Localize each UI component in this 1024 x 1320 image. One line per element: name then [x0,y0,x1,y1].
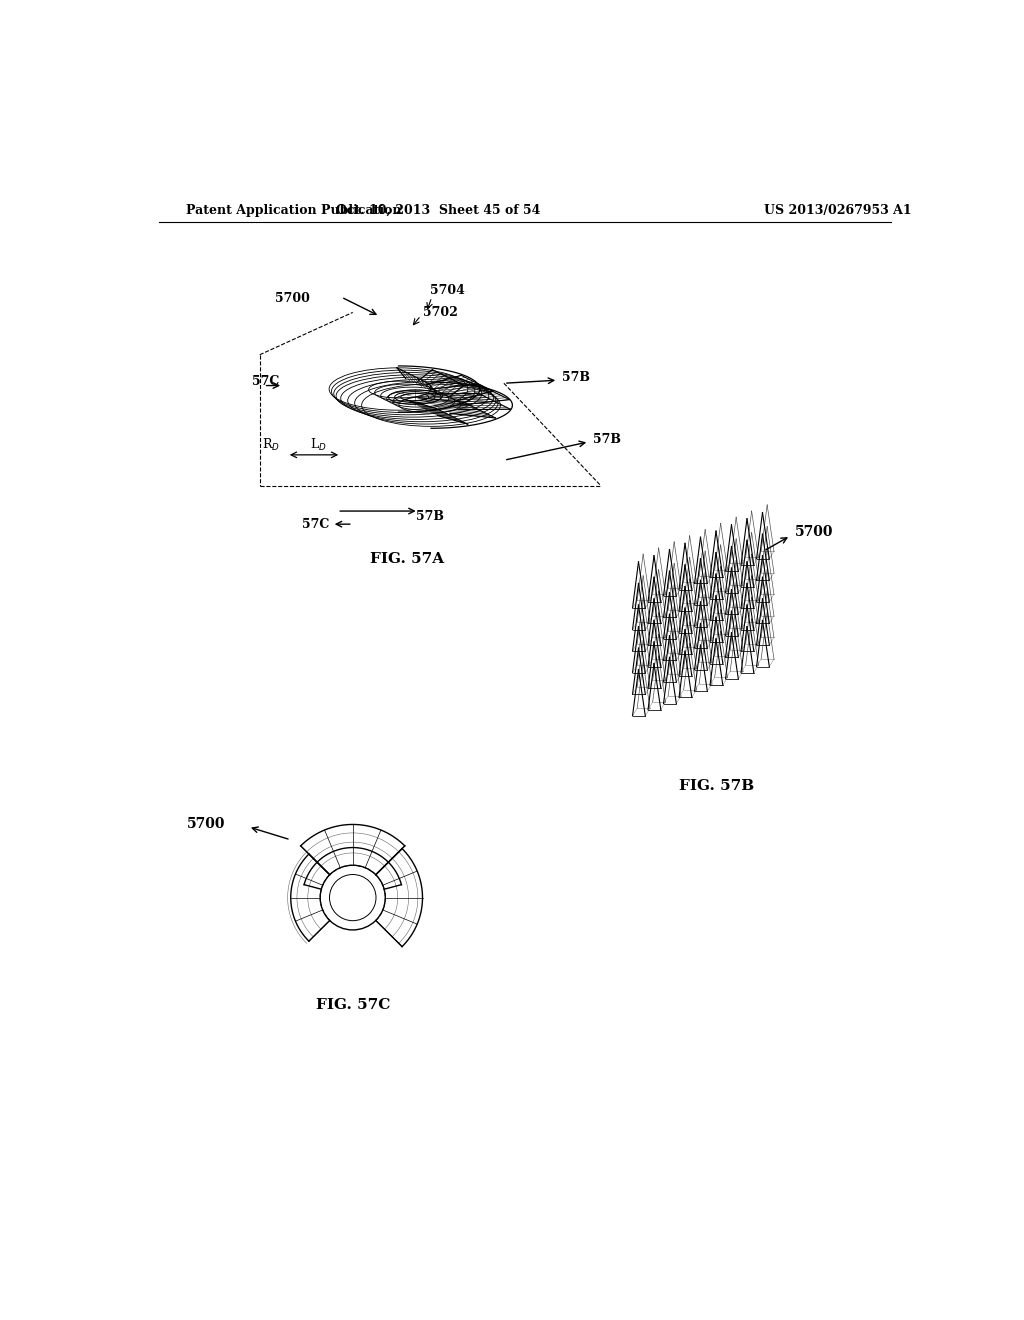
Text: FIG. 57A: FIG. 57A [370,552,444,566]
Text: 57B: 57B [593,433,621,446]
Text: US 2013/0267953 A1: US 2013/0267953 A1 [764,205,911,218]
Text: Patent Application Publication: Patent Application Publication [186,205,401,218]
Text: FIG. 57C: FIG. 57C [315,998,390,1012]
Text: L$_D$: L$_D$ [309,437,327,453]
Text: 5702: 5702 [423,306,458,319]
Text: FIG. 57B: FIG. 57B [679,779,755,793]
Text: 5700: 5700 [186,817,225,832]
Text: 57B: 57B [416,510,444,523]
Text: Oct. 10, 2013  Sheet 45 of 54: Oct. 10, 2013 Sheet 45 of 54 [336,205,541,218]
Text: R$_D$: R$_D$ [262,437,281,453]
Text: 5700: 5700 [275,292,310,305]
Text: 5700: 5700 [795,525,833,539]
Text: 57B: 57B [562,371,590,384]
Text: 57C: 57C [252,375,280,388]
Text: 5704: 5704 [430,284,465,297]
Text: 57C: 57C [302,517,330,531]
